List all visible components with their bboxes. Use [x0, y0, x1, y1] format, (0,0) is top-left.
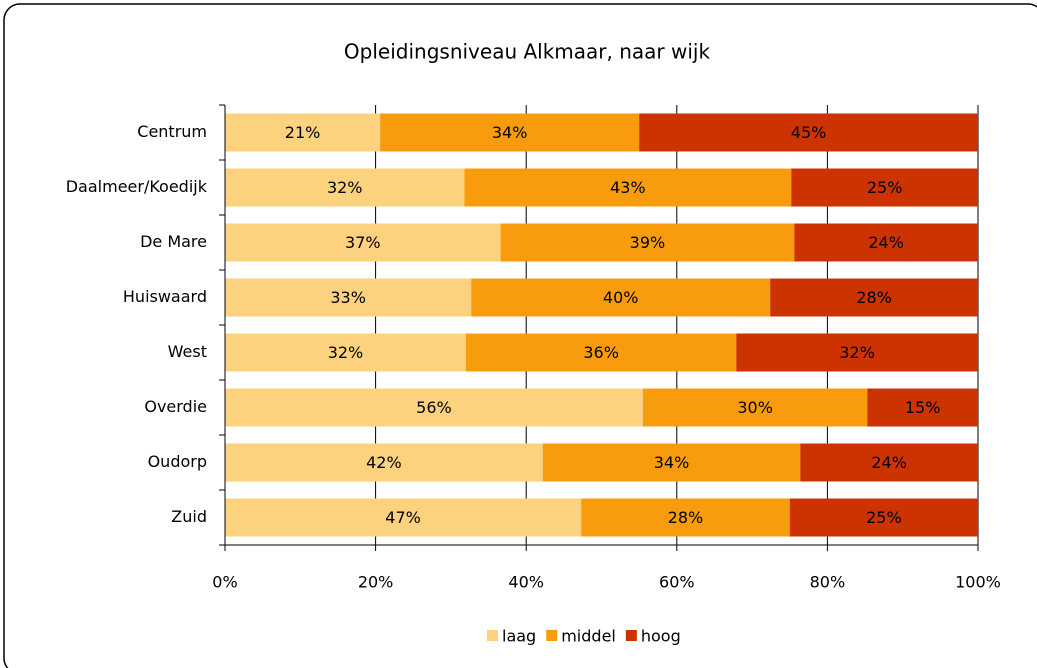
value-label: 30%: [737, 398, 773, 417]
category-label: Overdie: [144, 397, 207, 416]
value-label: 36%: [583, 343, 619, 362]
value-label: 28%: [856, 288, 892, 307]
bar-segment: [791, 168, 978, 207]
value-label: 28%: [668, 508, 704, 527]
category-label: Daalmeer/Koedijk: [66, 177, 208, 196]
category-label: Centrum: [137, 122, 207, 141]
bar-segment: [225, 333, 466, 372]
legend-swatch: [546, 630, 558, 641]
value-label: 25%: [866, 508, 902, 527]
category-label: Oudorp: [148, 452, 207, 471]
value-label: 40%: [603, 288, 639, 307]
x-tick-label: 60%: [659, 573, 695, 592]
bar-segment: [794, 223, 978, 262]
x-tick-label: 80%: [810, 573, 846, 592]
value-label: 47%: [385, 508, 421, 527]
bar-segment: [225, 443, 543, 482]
x-tick-label: 40%: [508, 573, 544, 592]
bar-segment: [789, 498, 978, 537]
bar-segment: [736, 333, 978, 372]
category-label: De Mare: [140, 232, 207, 251]
bar-segment: [225, 223, 501, 262]
bar-segment: [225, 278, 472, 317]
value-label: 37%: [345, 233, 381, 252]
value-label: 32%: [328, 343, 364, 362]
legend-swatch: [625, 630, 637, 641]
chart-title: Opleidingsniveau Alkmaar, naar wijk: [344, 40, 711, 64]
bar-segment: [867, 388, 978, 427]
bar-segment: [800, 443, 978, 482]
value-label: 33%: [330, 288, 366, 307]
category-label: Huiswaard: [123, 287, 207, 306]
x-tick-label: 100%: [955, 573, 1001, 592]
value-label: 24%: [868, 233, 904, 252]
value-label: 56%: [416, 398, 452, 417]
legend-label: middel: [561, 627, 616, 646]
category-label: Zuid: [171, 507, 207, 526]
value-label: 43%: [610, 178, 646, 197]
bar-segment: [542, 443, 801, 482]
value-label: 34%: [492, 123, 528, 142]
bar-segment: [642, 388, 868, 427]
bar-segment: [225, 388, 643, 427]
bar-segment: [581, 498, 790, 537]
value-label: 21%: [285, 123, 321, 142]
value-label: 25%: [867, 178, 903, 197]
legend-label: laag: [502, 627, 536, 646]
bar-segment: [225, 168, 465, 207]
value-label: 39%: [630, 233, 666, 252]
legend-label: hoog: [641, 627, 681, 646]
bar-segment: [639, 113, 978, 152]
bar-segment: [465, 333, 737, 372]
bar-segment: [225, 113, 381, 152]
bar-segment: [500, 223, 795, 262]
x-tick-label: 0%: [212, 573, 237, 592]
value-label: 24%: [871, 453, 907, 472]
bar-segment: [770, 278, 978, 317]
x-tick-label: 20%: [358, 573, 394, 592]
category-label: West: [168, 342, 207, 361]
value-label: 34%: [654, 453, 690, 472]
bar-segment: [471, 278, 771, 317]
value-label: 15%: [905, 398, 941, 417]
bar-segment: [225, 498, 582, 537]
bar-segment: [464, 168, 792, 207]
value-label: 32%: [327, 178, 363, 197]
value-label: 45%: [791, 123, 827, 142]
value-label: 42%: [366, 453, 402, 472]
bar-segment: [380, 113, 640, 152]
legend-swatch: [487, 630, 498, 641]
value-label: 32%: [839, 343, 875, 362]
